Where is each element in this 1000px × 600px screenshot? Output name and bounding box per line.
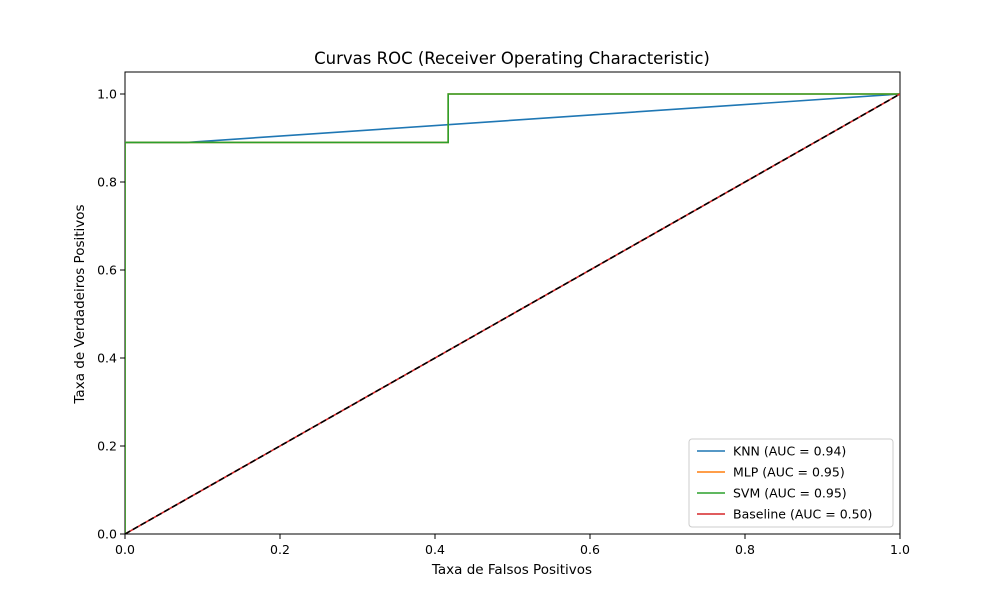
reference-diagonal-line (125, 93, 900, 534)
x-tick-label: 0.2 (270, 542, 290, 557)
legend-label-svm: SVM (AUC = 0.95) (733, 486, 847, 501)
x-tick-label: 0.4 (425, 542, 445, 557)
series-lines (125, 93, 900, 534)
x-tick-label: 0.6 (580, 542, 600, 557)
legend-label-mlp: MLP (AUC = 0.95) (733, 465, 845, 480)
plot-area: 0.0 0.2 0.4 0.6 0.8 1.0 0.0 0.2 0.4 0.6 0.8 1.0 (97, 71, 910, 557)
legend: KNN (AUC = 0.94) MLP (AUC = 0.95) SVM (AUC… (688, 438, 894, 528)
y-tick-label: 0.4 (97, 351, 117, 366)
y-tick-label: 1.0 (97, 87, 117, 102)
x-axis-label: Taxa de Falsos Positivos (431, 562, 592, 578)
y-tick-label: 0.6 (97, 263, 117, 278)
series-line-svm (125, 93, 900, 534)
y-tick-label: 0.0 (97, 527, 117, 542)
y-axis-label: Taxa de Verdadeiros Positivos (72, 204, 88, 404)
x-tick-label: 1.0 (890, 542, 910, 557)
x-tick-label: 0.8 (735, 542, 755, 557)
legend-label-knn: KNN (AUC = 0.94) (733, 444, 846, 459)
chart-title: Curvas ROC (Receiver Operating Character… (314, 49, 710, 68)
y-tick-label: 0.8 (97, 175, 117, 190)
legend-box (688, 438, 894, 528)
x-tick-label: 0.0 (115, 542, 135, 557)
y-tick-label: 0.2 (97, 439, 117, 454)
legend-label-baseline: Baseline (AUC = 0.50) (733, 507, 872, 522)
